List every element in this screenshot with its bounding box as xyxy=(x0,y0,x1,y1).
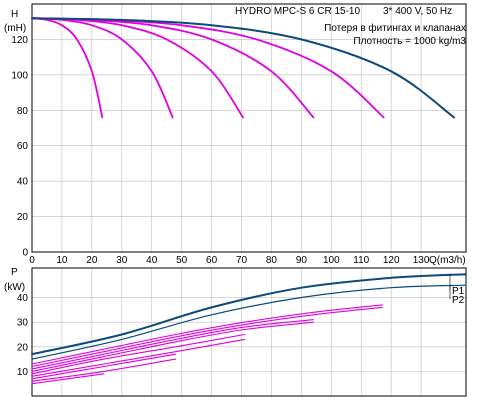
power-supply-label: 3* 400 V, 50 Hz xyxy=(383,6,452,17)
power-plot-border xyxy=(31,267,467,397)
power-curve-p2 xyxy=(31,284,467,360)
power-curve-2 xyxy=(31,319,314,370)
head-axis-unit: (mH) xyxy=(4,23,26,34)
flow-axis-label: Q(m3/h) xyxy=(429,255,466,266)
head-y-tick-label: 100 xyxy=(11,70,28,81)
head-x-tick-label: 110 xyxy=(353,255,369,266)
head-y-tick-label: 120 xyxy=(11,35,28,46)
head-curves xyxy=(31,17,455,119)
head-x-tick-label: 50 xyxy=(176,255,188,266)
density-note: Плотность = 1000 kg/m3 xyxy=(353,36,466,47)
head-y-tick-label: 0 xyxy=(22,248,28,259)
power-curve-5 xyxy=(31,373,105,385)
head-x-tick-label: 60 xyxy=(206,255,218,266)
fittings-loss-note: Потеря в фитингах и клапанах xyxy=(324,22,466,34)
power-y-tick-label: 20 xyxy=(17,342,29,353)
power-curves xyxy=(31,273,467,385)
power-y-tick-label: 30 xyxy=(17,318,29,329)
head-y-tick-label: 40 xyxy=(17,177,29,188)
head-x-tick-label: 130 xyxy=(413,255,430,266)
head-chart-frame xyxy=(31,3,467,253)
head-chart-grid xyxy=(31,4,466,253)
head-x-tick-label: 120 xyxy=(383,255,400,266)
head-curve-max xyxy=(31,17,455,119)
head-y-tick-label: 80 xyxy=(17,106,29,117)
series-label-p2: P2 xyxy=(452,295,465,306)
power-axis-symbol: P xyxy=(11,267,18,278)
head-plot-border xyxy=(31,3,467,253)
power-curve-8 xyxy=(31,338,246,377)
head-axis-symbol: H xyxy=(11,9,18,20)
head-x-tick-label: 100 xyxy=(323,255,340,266)
power-chart-frame xyxy=(31,267,467,397)
power-axis-unit: (kW) xyxy=(4,282,25,293)
power-curve-p1 xyxy=(31,273,467,356)
power-curve-1 xyxy=(31,304,383,365)
head-x-tick-label: 70 xyxy=(236,255,248,266)
power-curve-4 xyxy=(31,353,177,380)
head-x-tick-label: 20 xyxy=(86,255,98,266)
head-x-tick-label: 0 xyxy=(29,255,35,266)
power-curve-3 xyxy=(31,333,246,375)
head-y-tick-label: 20 xyxy=(17,212,29,223)
power-tick-labels: 10 20 30 40 xyxy=(17,293,29,378)
head-y-tick-label: 60 xyxy=(17,141,29,152)
head-x-tick-label: 80 xyxy=(266,255,278,266)
power-y-tick-label: 40 xyxy=(17,293,29,304)
head-x-tick-label: 90 xyxy=(296,255,308,266)
power-curve-7 xyxy=(31,321,314,372)
head-tick-labels: 0 10 20 30 40 50 60 70 80 90 100 110 120 130 0 20 40 60 80… xyxy=(11,35,430,266)
series-label-p1: P1 xyxy=(452,286,465,297)
power-y-tick-label: 10 xyxy=(17,367,29,378)
head-x-tick-label: 10 xyxy=(56,255,68,266)
pump-model-label: HYDRO MPC-S 6 CR 15-10 xyxy=(235,6,360,17)
head-x-tick-label: 30 xyxy=(116,255,128,266)
power-curve-9 xyxy=(31,358,177,382)
power-curve-6 xyxy=(31,306,383,368)
head-x-tick-label: 40 xyxy=(146,255,158,266)
